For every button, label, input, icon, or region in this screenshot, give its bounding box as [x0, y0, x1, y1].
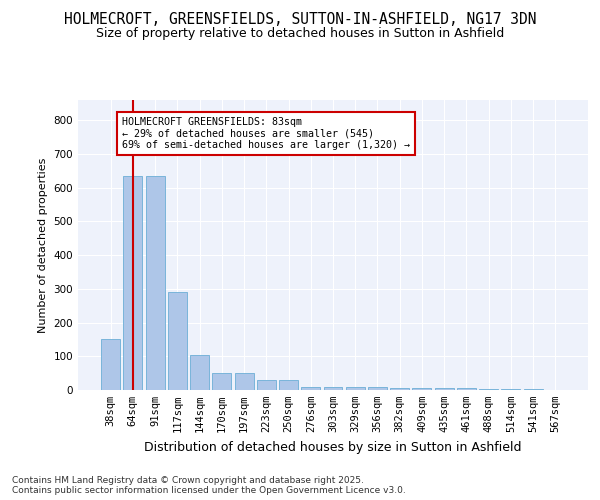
Bar: [279, 380, 298, 390]
Bar: [368, 386, 387, 390]
Bar: [101, 340, 120, 390]
Bar: [257, 380, 276, 390]
Bar: [435, 388, 454, 390]
Bar: [146, 176, 164, 390]
Bar: [457, 388, 476, 390]
Bar: [301, 386, 320, 390]
Text: HOLMECROFT, GREENSFIELDS, SUTTON-IN-ASHFIELD, NG17 3DN: HOLMECROFT, GREENSFIELDS, SUTTON-IN-ASHF…: [64, 12, 536, 28]
Bar: [479, 389, 498, 390]
Bar: [346, 386, 365, 390]
Bar: [190, 354, 209, 390]
Bar: [390, 388, 409, 390]
Text: HOLMECROFT GREENSFIELDS: 83sqm
← 29% of detached houses are smaller (545)
69% of: HOLMECROFT GREENSFIELDS: 83sqm ← 29% of …: [122, 117, 410, 150]
Bar: [412, 388, 431, 390]
Bar: [124, 176, 142, 390]
Bar: [235, 373, 254, 390]
Bar: [168, 292, 187, 390]
Y-axis label: Number of detached properties: Number of detached properties: [38, 158, 48, 332]
Bar: [212, 373, 231, 390]
Bar: [323, 386, 343, 390]
Text: Contains HM Land Registry data © Crown copyright and database right 2025.
Contai: Contains HM Land Registry data © Crown c…: [12, 476, 406, 495]
Text: Size of property relative to detached houses in Sutton in Ashfield: Size of property relative to detached ho…: [96, 28, 504, 40]
X-axis label: Distribution of detached houses by size in Sutton in Ashfield: Distribution of detached houses by size …: [144, 440, 522, 454]
